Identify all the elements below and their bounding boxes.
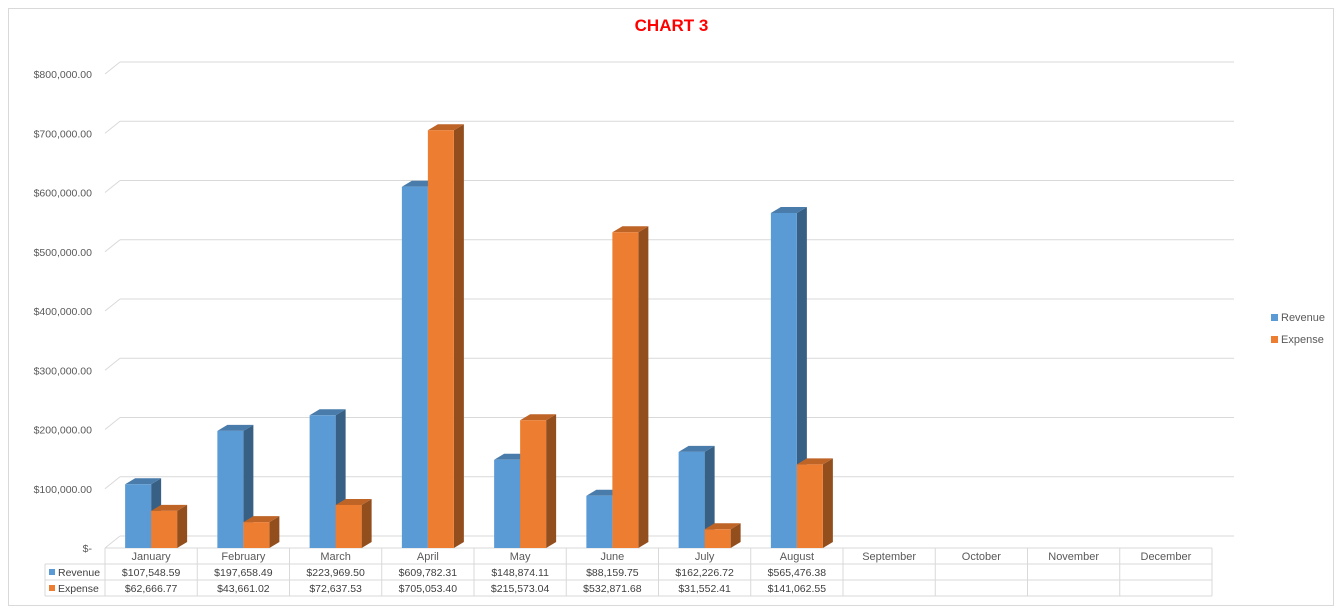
data-label: $31,552.41 — [678, 583, 731, 595]
x-tick-label: March — [320, 551, 351, 563]
gridline-side — [104, 417, 121, 430]
bar-expense-january — [151, 510, 178, 548]
x-tick-label: July — [695, 551, 715, 563]
gridline-side — [104, 61, 121, 75]
data-label: $141,062.55 — [768, 583, 827, 595]
bar-top-revenue-july — [678, 445, 715, 452]
bar-revenue-august — [770, 212, 797, 548]
bar-revenue-march — [309, 415, 336, 548]
bar-top-revenue-february — [217, 424, 254, 431]
data-label: $609,782.31 — [399, 567, 458, 579]
bar-revenue-april — [401, 186, 428, 548]
data-label: $565,476.38 — [768, 567, 827, 579]
bar-expense-july — [704, 529, 731, 548]
bar-top-expense-july — [704, 523, 741, 530]
data-label: $72,637.53 — [309, 583, 362, 595]
data-label: $223,969.50 — [306, 567, 365, 579]
bar-top-expense-august — [796, 458, 833, 465]
table-legend-key-expense — [49, 585, 55, 591]
data-label: $107,548.59 — [122, 567, 181, 579]
data-label: $148,874.11 — [491, 567, 549, 579]
table-series-name: Revenue — [58, 567, 100, 579]
bar-top-expense-april — [427, 124, 464, 131]
data-label: $215,573.04 — [491, 583, 550, 595]
bar-revenue-may — [494, 459, 521, 548]
bar-top-revenue-january — [125, 478, 162, 485]
y-tick-label: $300,000.00 — [34, 365, 93, 377]
bar-revenue-january — [125, 484, 152, 548]
bar-side-expense-april — [453, 124, 464, 548]
x-tick-label: October — [962, 551, 1001, 563]
bar-side-revenue-july — [704, 445, 715, 548]
gridline-side — [104, 476, 121, 490]
y-tick-label: $800,000.00 — [34, 69, 93, 81]
bar-revenue-july — [678, 451, 705, 548]
data-label: $43,661.02 — [217, 583, 270, 595]
x-tick-label: December — [1141, 551, 1192, 563]
bar-side-expense-july — [730, 523, 741, 548]
gridline-side — [104, 180, 121, 193]
table-legend-key-revenue — [49, 569, 55, 575]
bar-expense-may — [520, 420, 547, 548]
legend-key-expense — [1271, 336, 1278, 343]
x-tick-label: November — [1048, 551, 1099, 563]
data-label: $88,159.75 — [586, 567, 639, 579]
data-label: $532,871.68 — [583, 583, 642, 595]
bar-expense-august — [796, 464, 823, 548]
data-label: $162,226.72 — [675, 567, 734, 579]
gridline-side — [104, 357, 121, 371]
bar-top-expense-january — [151, 504, 188, 511]
bar-side-expense-august — [822, 458, 833, 548]
legend-key-revenue — [1271, 314, 1278, 321]
bar-side-expense-march — [361, 498, 372, 548]
chart-title: CHART 3 — [634, 16, 709, 35]
y-tick-label: $100,000.00 — [34, 484, 93, 496]
bar-top-expense-june — [612, 226, 649, 233]
bar-side-expense-may — [546, 414, 557, 548]
gridline-side — [104, 535, 121, 549]
y-tick-label: $400,000.00 — [34, 306, 93, 318]
bar-side-revenue-february — [243, 424, 254, 548]
y-tick-label: $200,000.00 — [34, 425, 93, 437]
x-tick-label: June — [600, 551, 624, 563]
data-label: $705,053.40 — [399, 583, 458, 595]
bar-side-expense-june — [638, 226, 649, 548]
x-tick-label: May — [510, 551, 531, 563]
y-tick-label: $600,000.00 — [34, 188, 93, 200]
bar-top-expense-may — [520, 414, 557, 421]
legend-label-revenue: Revenue — [1281, 312, 1325, 324]
bar-expense-april — [427, 130, 454, 548]
x-tick-label: August — [780, 551, 814, 563]
bar-expense-june — [612, 232, 639, 548]
x-tick-label: February — [221, 551, 266, 563]
gridline-side — [104, 120, 121, 134]
y-tick-label: $700,000.00 — [34, 128, 93, 140]
bar-expense-march — [335, 504, 362, 548]
bar-expense-february — [243, 522, 270, 548]
bar-side-expense-february — [269, 516, 280, 548]
data-label: $62,666.77 — [125, 583, 178, 595]
y-tick-label: $500,000.00 — [34, 247, 93, 259]
gridline-side — [104, 239, 121, 253]
bar-revenue-june — [586, 495, 613, 548]
x-tick-label: January — [132, 551, 172, 563]
data-label: $197,658.49 — [214, 567, 273, 579]
gridline-side — [104, 298, 121, 312]
bar-top-expense-march — [335, 498, 372, 505]
table-series-name: Expense — [58, 583, 99, 595]
bar-top-revenue-march — [309, 409, 346, 416]
x-tick-label: September — [862, 551, 916, 563]
legend-label-expense: Expense — [1281, 334, 1324, 346]
y-tick-label: $- — [83, 543, 93, 555]
x-tick-label: April — [417, 551, 439, 563]
bar-top-revenue-august — [770, 206, 807, 213]
bar-side-expense-january — [177, 504, 188, 548]
bar-revenue-february — [217, 430, 244, 548]
bar-top-expense-february — [243, 516, 280, 523]
